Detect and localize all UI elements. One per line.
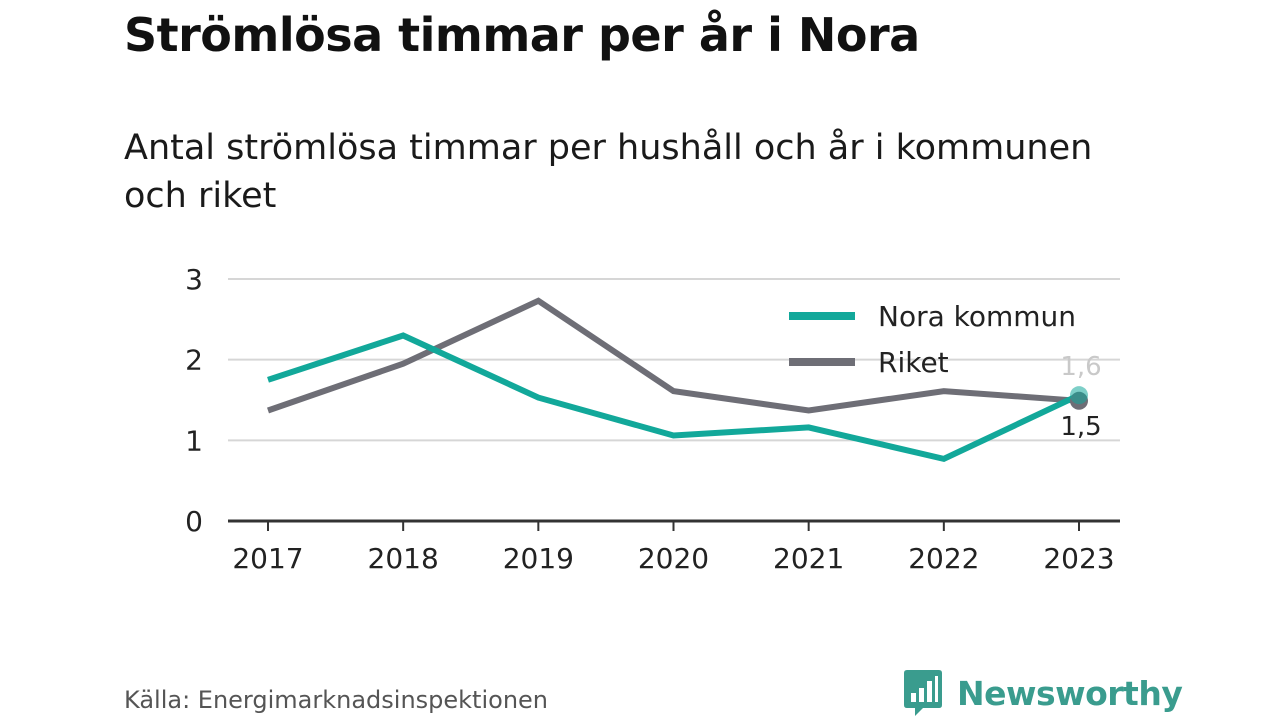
legend-swatch-nora-kommun: [789, 312, 855, 320]
y-tick-label: 1: [185, 424, 203, 457]
source-note: Källa: Energimarknadsinspektionen: [124, 686, 549, 714]
y-tick-label: 2: [185, 344, 203, 377]
x-tick-label: 2019: [503, 542, 574, 575]
x-tick-label: 2021: [773, 542, 844, 575]
chart-subtitle: Antal strömlösa timmar per hushåll och å…: [124, 128, 1093, 216]
end-label-nora-kommun: 1,6: [1060, 352, 1101, 382]
y-tick-label: 0: [185, 505, 203, 538]
legend-label-nora-kommun: Nora kommun: [878, 300, 1076, 333]
x-tick-label: 2018: [368, 542, 439, 575]
bar-chart-speech-bubble-icon: [904, 670, 942, 716]
y-tick-label: 3: [185, 263, 203, 296]
legend-label-riket: Riket: [878, 346, 949, 379]
series-line-riket: [267, 297, 1080, 414]
x-tick-label: 2020: [638, 542, 709, 575]
brand-logo: Newsworthy: [903, 668, 1183, 718]
chart-title: Strömlösa timmar per år i Nora: [124, 8, 920, 62]
x-tick-label: 2022: [908, 542, 979, 575]
brand-name: Newsworthy: [957, 673, 1183, 713]
end-point-nora-kommun: [1070, 386, 1088, 405]
x-tick-label: 2017: [232, 542, 303, 575]
legend-swatch-riket: [789, 358, 855, 366]
x-tick-label: 2023: [1043, 542, 1114, 575]
series-line-nora-kommun: [267, 332, 1081, 463]
end-label-riket: 1,5: [1060, 412, 1101, 442]
